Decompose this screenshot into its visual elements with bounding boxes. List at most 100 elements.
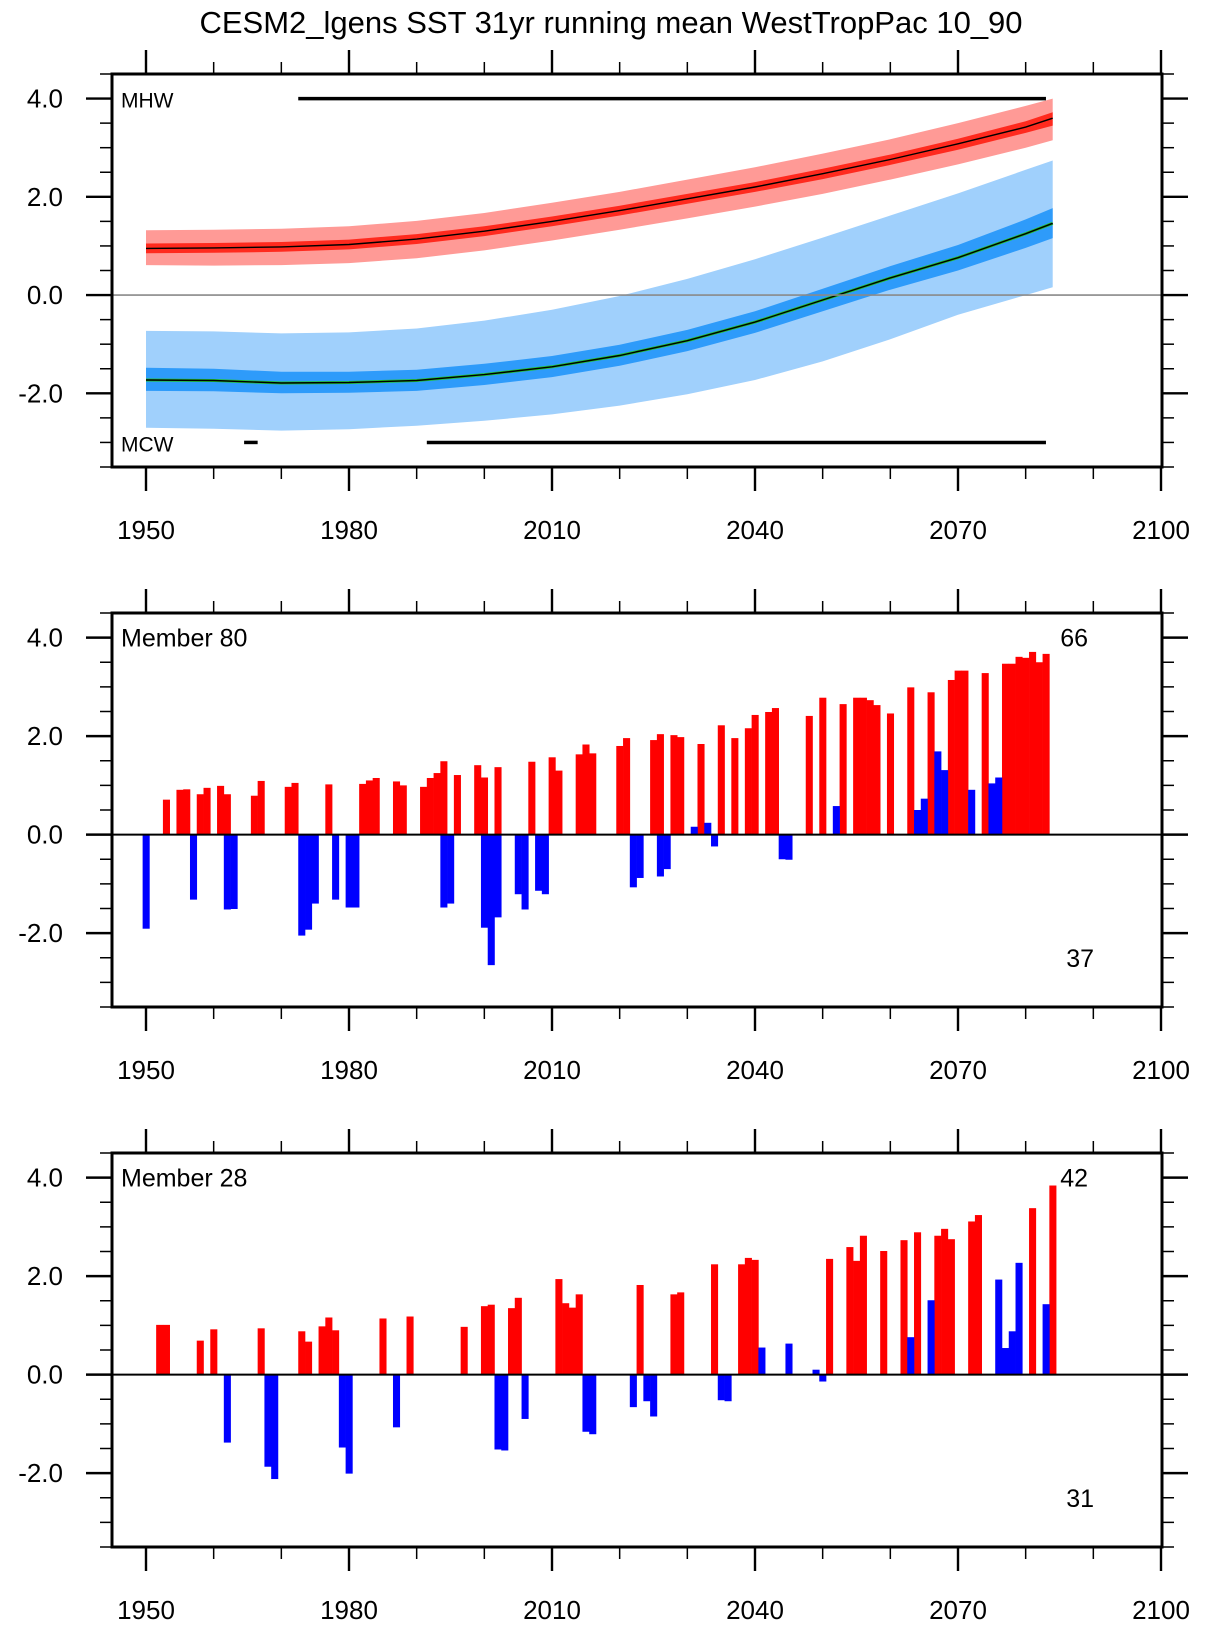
bar-warm (974, 1215, 982, 1375)
bar-warm (717, 725, 725, 835)
bar-warm (250, 795, 258, 835)
bar-warm (697, 744, 705, 835)
bar-warm (568, 1307, 576, 1375)
bar-warm (318, 1326, 326, 1375)
bar-warm (907, 687, 915, 835)
bar-warm (656, 734, 664, 835)
bar-cold (629, 834, 637, 888)
member-label: Member 80 (121, 625, 247, 653)
bar-cold (501, 1374, 509, 1451)
bar-cold (345, 834, 353, 908)
bar-warm (528, 761, 536, 835)
bar-cold (189, 834, 198, 900)
bar-warm (582, 744, 590, 835)
bar-warm (162, 799, 170, 835)
bar-cold (535, 834, 543, 891)
bar-warm (1029, 1208, 1037, 1375)
bar-cold (352, 834, 360, 908)
mean-line-mcw (145, 222, 1053, 384)
bar-warm (859, 1235, 867, 1375)
bar-cold (1042, 1304, 1050, 1375)
bar-warm (947, 679, 955, 835)
bar-cold (988, 783, 996, 835)
bar-warm (670, 1294, 678, 1375)
bar-warm (176, 789, 184, 835)
bar-warm (575, 1294, 583, 1375)
bar-warm (677, 1292, 685, 1375)
x-tick-label: 1980 (320, 515, 378, 545)
bar-warm (196, 794, 204, 835)
bar-cold (1015, 1262, 1023, 1375)
bar-warm (257, 780, 265, 835)
plot-area (112, 1185, 1162, 1480)
x-tick-label: 2040 (726, 1595, 784, 1625)
y-tick-label: -2.0 (18, 918, 63, 948)
x-tick-label: 2070 (929, 1055, 987, 1085)
bar-cold (298, 834, 306, 936)
bar-cold (968, 789, 976, 835)
bar-warm (156, 1324, 164, 1375)
bar-warm (196, 1340, 204, 1375)
bar-cold (995, 1279, 1003, 1375)
bar-cold (338, 1374, 346, 1448)
x-tick-label: 2100 (1132, 515, 1190, 545)
x-tick-label: 2100 (1132, 1595, 1190, 1625)
x-tick-label: 2100 (1132, 1055, 1190, 1085)
inner-band-mcw (146, 208, 1053, 394)
bar-cold (663, 834, 671, 870)
bar-warm (305, 1341, 313, 1375)
bar-warm (914, 1232, 922, 1375)
bar-warm (514, 1297, 522, 1375)
y-tick-label: -2.0 (18, 378, 63, 408)
bar-warm (1008, 663, 1016, 835)
y-tick-label: 0.0 (27, 820, 63, 850)
bar-warm (765, 711, 773, 835)
bar-cold (819, 1374, 827, 1382)
x-tick-label: 2010 (523, 1595, 581, 1625)
bar-warm (433, 773, 441, 835)
bar-warm (738, 1264, 746, 1375)
bar-cold (941, 770, 949, 835)
bar-warm (853, 697, 861, 835)
bar-cold (907, 1337, 915, 1375)
bar-cold (305, 834, 313, 930)
bar-warm (846, 1247, 854, 1375)
bar-cold (223, 834, 231, 910)
bar-warm (562, 1303, 570, 1375)
bar-warm (873, 705, 881, 835)
bar-cold (995, 777, 1003, 835)
bar-cold (636, 834, 644, 878)
bar-cold (629, 1374, 637, 1408)
x-tick-label: 2010 (523, 515, 581, 545)
bar-cold (690, 826, 698, 835)
bar-warm (866, 700, 874, 835)
bar-cold (1001, 1348, 1010, 1375)
bar-cold (711, 834, 719, 847)
x-tick-label: 1950 (117, 1595, 175, 1625)
bar-warm (494, 767, 502, 835)
bar-warm (217, 785, 225, 835)
bar-warm (1015, 656, 1023, 835)
bar-warm (650, 740, 658, 835)
bar-warm (406, 1316, 414, 1375)
bar-warm (744, 1257, 752, 1375)
bar-warm (474, 765, 482, 835)
x-tick-label: 1980 (320, 1055, 378, 1085)
bar-cold (142, 834, 150, 929)
bar-cold (717, 1374, 725, 1401)
bar-cold (1008, 1331, 1016, 1375)
bar-warm (480, 777, 489, 835)
bar-warm (1042, 653, 1050, 835)
y-tick-label: 2.0 (27, 1261, 63, 1291)
bar-cold (589, 1374, 597, 1435)
bar-cold (812, 1369, 820, 1375)
mhw-label: MHW (121, 90, 174, 113)
bar-cold (832, 806, 840, 835)
bar-cold (724, 1374, 732, 1402)
bar-warm (284, 786, 292, 835)
bar-cold (920, 798, 928, 835)
bar-cold (643, 1374, 651, 1402)
bar-cold (223, 1374, 231, 1443)
bar-warm (203, 787, 211, 835)
y-tick-label: -2.0 (18, 1458, 63, 1488)
